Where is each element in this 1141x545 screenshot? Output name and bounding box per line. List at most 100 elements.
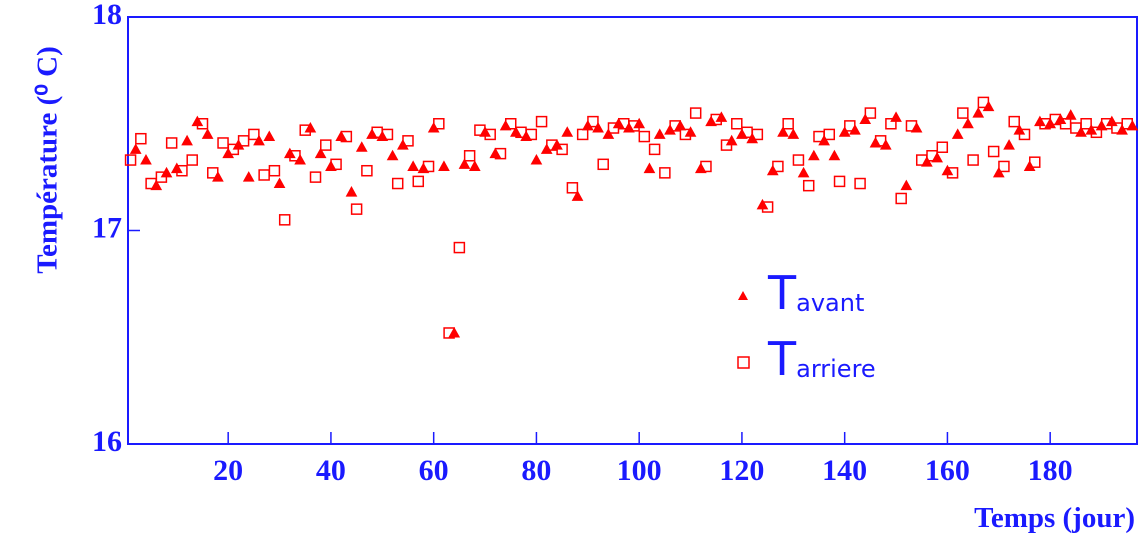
point	[859, 113, 872, 124]
point	[530, 154, 543, 165]
point	[453, 241, 466, 254]
point	[885, 118, 897, 130]
point	[761, 201, 774, 213]
point	[679, 128, 692, 141]
point	[484, 128, 496, 141]
point	[504, 118, 517, 130]
point	[751, 128, 764, 141]
legend-entry: Tarriere	[737, 332, 876, 386]
x-tick-label: 160	[925, 454, 970, 487]
point	[998, 160, 1010, 173]
point	[468, 160, 481, 171]
x-tick-label: 40	[316, 454, 346, 487]
point	[782, 118, 794, 130]
point	[659, 167, 671, 179]
point	[936, 141, 949, 153]
point	[155, 171, 168, 183]
x-axis-title: Temps (jour)	[974, 502, 1135, 534]
point	[669, 120, 681, 132]
point	[653, 128, 666, 139]
point	[592, 121, 604, 133]
point	[1121, 118, 1133, 130]
point	[124, 154, 137, 166]
point	[438, 160, 450, 171]
point	[278, 214, 291, 226]
point	[458, 158, 471, 169]
point	[710, 113, 722, 126]
point	[1080, 118, 1092, 130]
y-tick-label: 18	[92, 0, 122, 31]
legend-label: Tarriere	[767, 332, 876, 386]
point	[828, 149, 841, 161]
point	[854, 177, 866, 190]
point	[905, 120, 918, 132]
point	[196, 118, 209, 130]
point	[268, 164, 281, 177]
point	[145, 177, 157, 190]
legend-label: Tavant	[767, 266, 864, 320]
point	[361, 164, 373, 177]
point	[864, 107, 877, 119]
legend-marker	[737, 356, 750, 369]
point	[787, 128, 800, 139]
point	[823, 128, 836, 141]
point	[140, 154, 152, 165]
point	[443, 327, 455, 339]
x-tick-label: 60	[419, 454, 449, 487]
x-tick-label: 80	[521, 454, 551, 487]
point	[345, 186, 358, 197]
point	[217, 137, 229, 149]
point	[895, 192, 907, 205]
point	[248, 128, 260, 141]
point	[772, 160, 784, 173]
x-tick-label: 100	[617, 454, 662, 487]
point	[602, 128, 615, 139]
point	[689, 107, 702, 119]
point	[422, 160, 435, 173]
x-tick-label: 180	[1028, 454, 1073, 487]
point	[330, 158, 342, 171]
point	[350, 203, 363, 215]
point	[407, 160, 419, 171]
y-tick-label: 16	[92, 425, 122, 458]
point	[165, 137, 178, 149]
point	[320, 139, 332, 151]
point	[433, 118, 445, 130]
y-axis-title: Température (⁰ C)	[32, 46, 64, 273]
point	[833, 175, 846, 188]
point	[874, 135, 887, 147]
point	[201, 128, 214, 139]
point	[731, 118, 743, 130]
point	[258, 169, 270, 181]
point	[494, 147, 507, 160]
point	[844, 120, 856, 132]
point	[263, 130, 276, 142]
point	[977, 96, 990, 109]
point	[129, 143, 142, 154]
point	[792, 154, 805, 166]
point	[838, 126, 851, 137]
point	[525, 128, 538, 141]
point	[1090, 126, 1103, 139]
point	[720, 139, 733, 151]
point	[946, 167, 959, 179]
legend-entry: Tavant	[738, 266, 864, 320]
y-tick-label: 17	[92, 211, 122, 244]
point	[227, 143, 240, 156]
point	[926, 150, 938, 162]
point	[808, 149, 820, 161]
point	[535, 115, 548, 128]
point	[556, 143, 568, 156]
point	[1003, 139, 1015, 150]
point	[951, 128, 964, 139]
point	[566, 182, 579, 194]
point	[463, 150, 476, 162]
point	[207, 167, 219, 179]
point	[587, 115, 599, 128]
x-tick-label: 20	[213, 454, 243, 487]
point	[412, 175, 425, 188]
point	[186, 154, 198, 166]
point	[289, 150, 301, 162]
point	[340, 130, 353, 143]
